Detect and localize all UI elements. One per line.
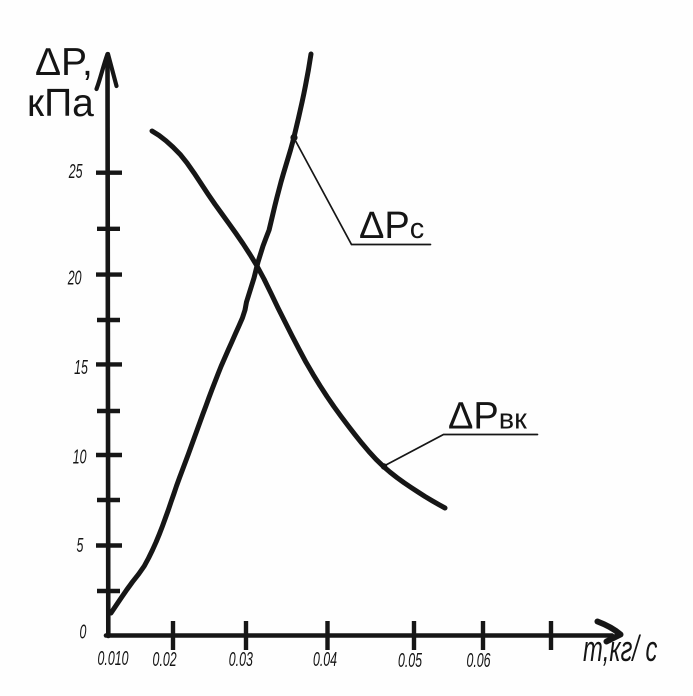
svg-text:0.03: 0.03 (229, 648, 254, 671)
svg-text:25: 25 (68, 160, 83, 183)
svg-text:0.05: 0.05 (398, 649, 423, 672)
svg-text:0: 0 (80, 621, 87, 644)
svg-text:20: 20 (67, 266, 82, 289)
svg-text:0.06: 0.06 (466, 649, 491, 672)
svg-text:0.02: 0.02 (153, 648, 177, 671)
svg-text:0.04: 0.04 (313, 648, 337, 671)
svg-text:ΔP,: ΔP, (35, 41, 93, 84)
svg-text:10: 10 (73, 445, 87, 468)
svg-text:кПа: кПа (27, 82, 94, 125)
svg-text:0.010: 0.010 (97, 647, 129, 670)
svg-text:m,кг/ с: m,кг/ с (583, 629, 657, 669)
svg-text:15: 15 (74, 356, 88, 379)
svg-text:5: 5 (77, 534, 84, 557)
